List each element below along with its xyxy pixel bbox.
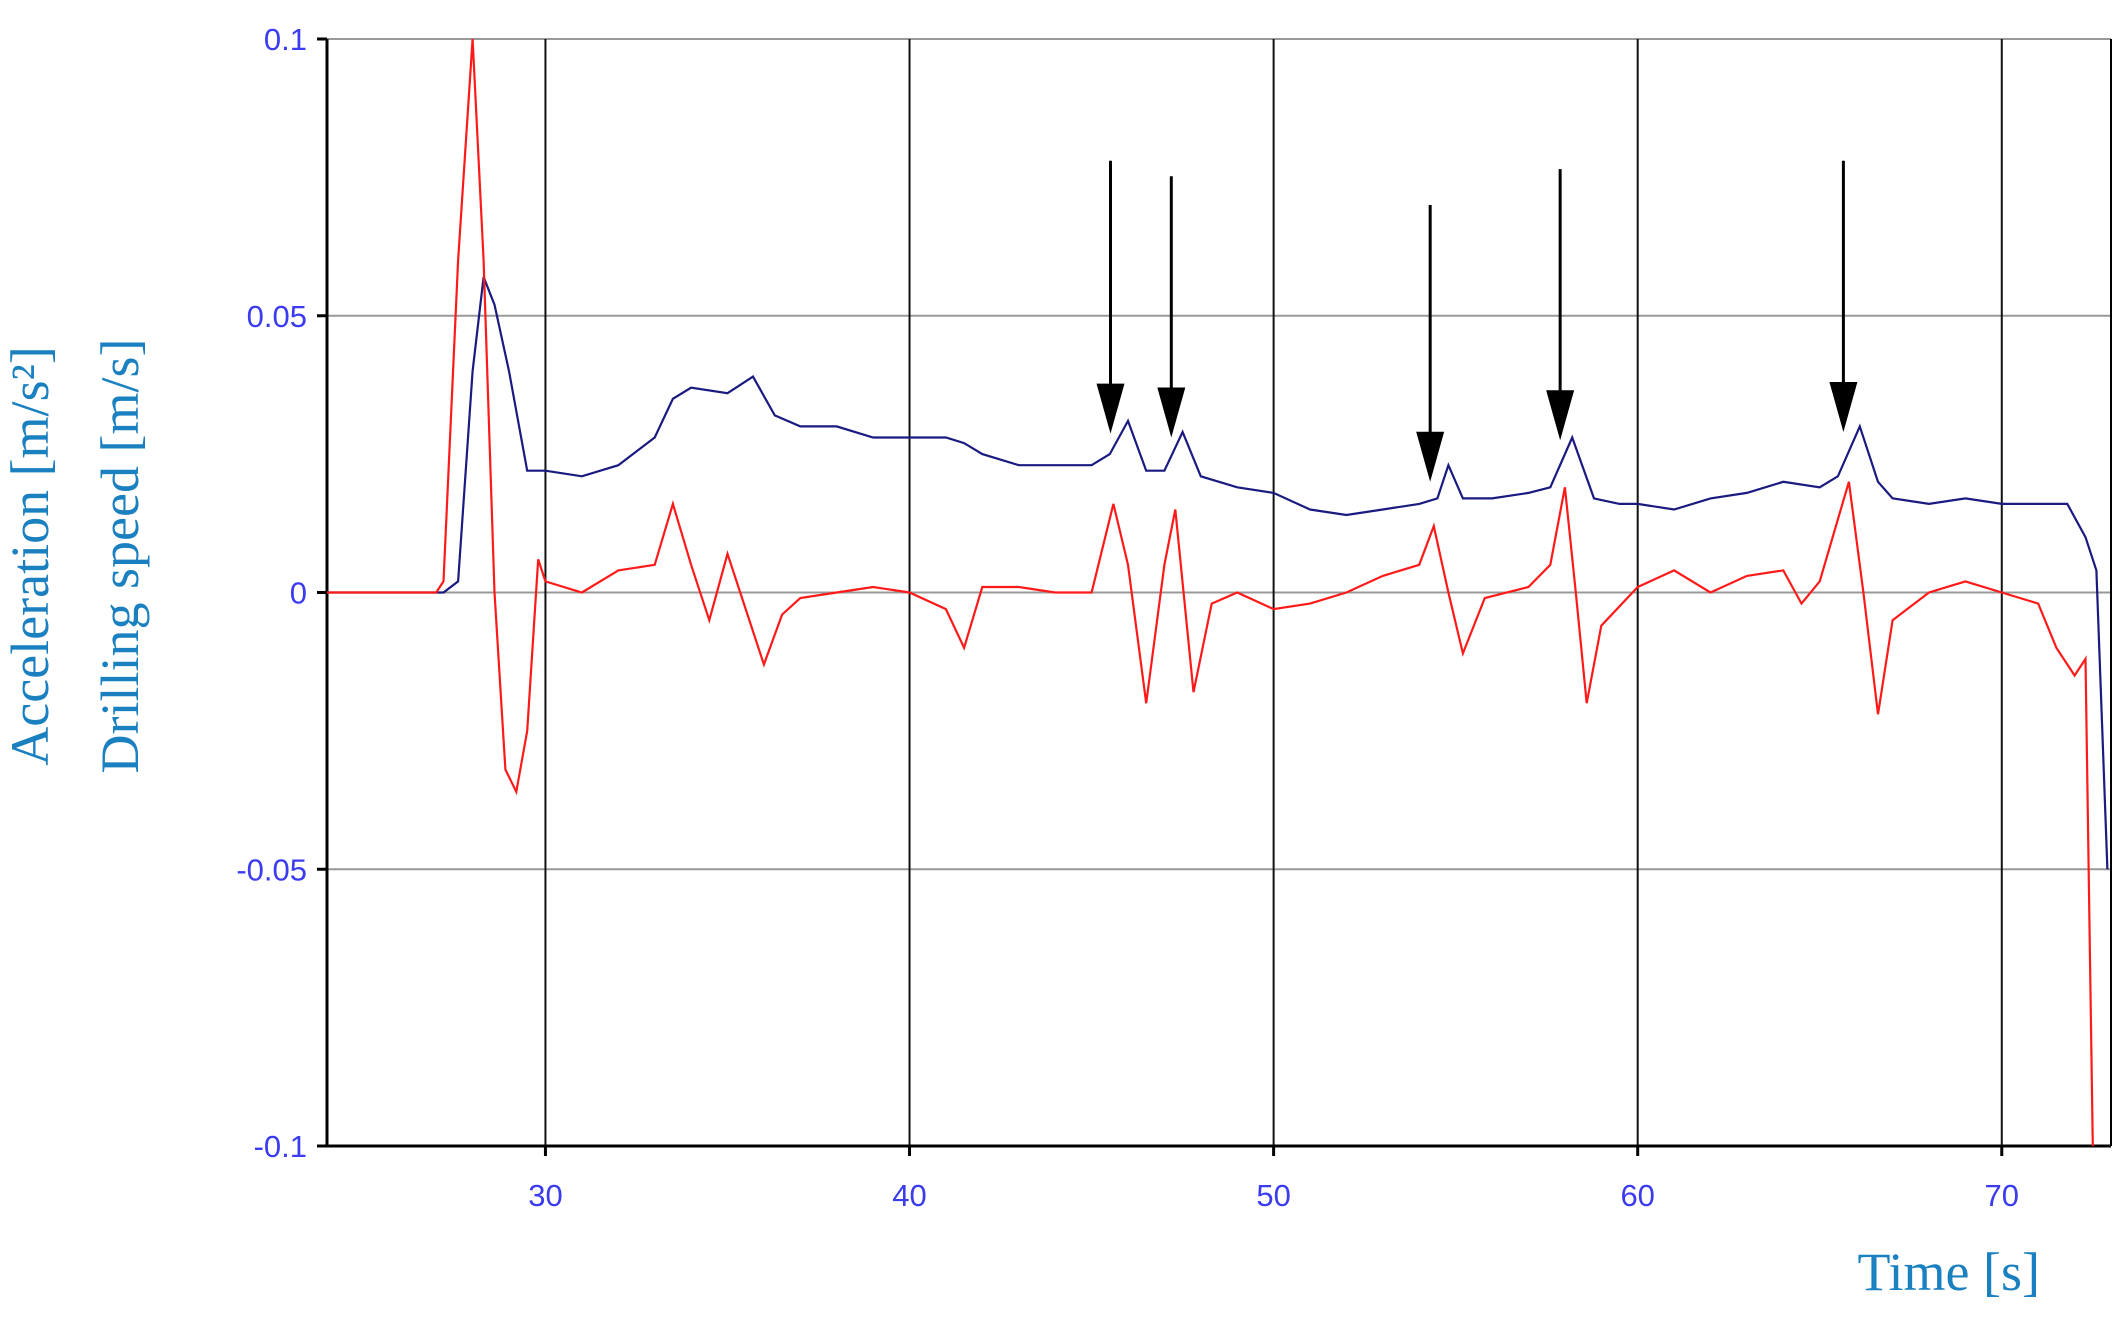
y-axis-title: Acceleration [m/s²] [0,346,60,766]
arrow-head [1096,383,1125,434]
arrow-head [1157,387,1186,438]
x-tick-label: 50 [1256,1178,1290,1213]
y-tick-label: 0 [290,576,307,611]
x-tick-label: 30 [528,1178,562,1213]
x-axis-title: Time [s] [1857,1242,2040,1302]
y-axis-title: Drilling speed [m/s] [90,339,150,774]
y-tick-label: 0.1 [264,22,307,57]
y-tick-label: -0.05 [236,852,307,887]
series-line [327,38,2094,1147]
x-tick-label: 70 [1985,1178,2019,1213]
x-tick-label: 40 [892,1178,926,1213]
y-tick-label: -0.1 [254,1129,307,1164]
x-tick-label: 60 [1620,1178,1654,1213]
arrow-head [1829,381,1858,432]
arrow-head [1416,431,1445,482]
series-line [327,276,2109,870]
arrow-head [1546,390,1575,441]
y-tick-label: 0.05 [247,299,307,334]
